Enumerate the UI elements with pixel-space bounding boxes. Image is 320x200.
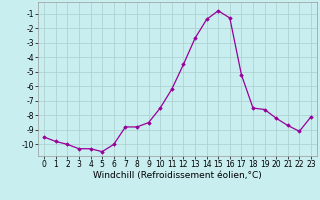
X-axis label: Windchill (Refroidissement éolien,°C): Windchill (Refroidissement éolien,°C)	[93, 171, 262, 180]
